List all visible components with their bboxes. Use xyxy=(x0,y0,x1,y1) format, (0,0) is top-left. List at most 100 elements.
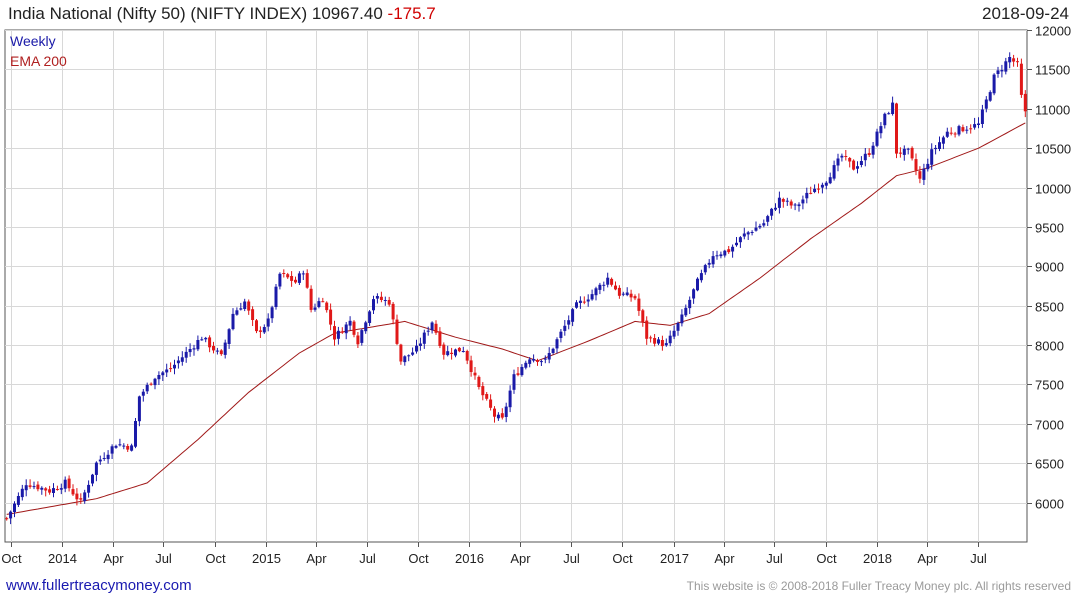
x-tick-label: Jul xyxy=(766,551,783,566)
candle-body xyxy=(94,462,98,475)
candle-body xyxy=(434,323,438,333)
candle-body xyxy=(653,338,657,344)
candle-body xyxy=(169,368,173,370)
candle-body xyxy=(102,458,106,459)
candle-body xyxy=(219,350,223,355)
candle-body xyxy=(871,145,875,155)
candle-body xyxy=(137,396,141,422)
candle-body xyxy=(988,92,992,101)
candle-body xyxy=(438,331,442,346)
candle-body xyxy=(820,184,824,188)
x-tick-label: Oct xyxy=(205,551,226,566)
candle-body xyxy=(106,454,110,460)
y-tick-label: 10000 xyxy=(1035,182,1071,197)
candle-body xyxy=(446,351,450,356)
y-tick-label: 8500 xyxy=(1035,300,1064,315)
candle-body xyxy=(957,126,961,135)
x-tick-label: Apr xyxy=(510,551,531,566)
candle-body xyxy=(348,320,352,326)
candle-body xyxy=(411,352,415,355)
candle-body xyxy=(20,488,24,498)
candle-body xyxy=(969,128,973,130)
y-tick-label: 11500 xyxy=(1035,63,1070,78)
candle-body xyxy=(516,373,520,375)
candle-body xyxy=(887,113,891,115)
candle-body xyxy=(297,273,301,283)
candle-body xyxy=(134,421,137,447)
candle-body xyxy=(208,337,212,348)
candle-body xyxy=(91,474,94,484)
candle-body xyxy=(48,489,52,493)
candle-body xyxy=(508,390,512,408)
x-tick-label: 2016 xyxy=(455,551,484,566)
candle-body xyxy=(809,192,813,194)
candle-body xyxy=(777,197,781,208)
candle-body xyxy=(680,314,684,324)
candle-body xyxy=(528,359,532,364)
site-url[interactable]: www.fullertreacymoney.com xyxy=(6,577,192,594)
candle-body xyxy=(801,199,805,204)
candle-body xyxy=(883,113,887,126)
candle-body xyxy=(879,126,883,134)
candle-body xyxy=(1012,58,1016,62)
y-tick-label: 12000 xyxy=(1035,24,1071,39)
candle-body xyxy=(294,279,297,283)
candle-body xyxy=(770,208,774,216)
plot-area xyxy=(4,29,1028,543)
candle-body xyxy=(126,446,130,450)
candle-body xyxy=(984,99,988,109)
y-tick-label: 10500 xyxy=(1035,142,1071,157)
candle-body xyxy=(559,331,563,338)
candle-body xyxy=(395,319,399,344)
candle-body xyxy=(387,300,391,305)
candle-body xyxy=(813,188,817,192)
candle-body xyxy=(672,330,676,337)
candle-body xyxy=(625,292,629,296)
candle-body xyxy=(766,216,770,222)
candle-body xyxy=(918,171,922,179)
candle-body xyxy=(703,265,707,273)
candle-body xyxy=(750,232,754,233)
candle-body xyxy=(785,200,789,202)
candle-body xyxy=(945,131,949,137)
candle-body xyxy=(212,346,215,351)
candle-body xyxy=(898,152,902,154)
candle-body xyxy=(375,296,379,299)
candle-body xyxy=(852,160,856,170)
ema-200-line xyxy=(6,122,1026,515)
candle-body xyxy=(567,320,571,325)
chart-date: 2018-09-24 xyxy=(982,4,1069,23)
candle-body xyxy=(735,242,738,246)
candle-body xyxy=(235,310,239,315)
candle-body xyxy=(391,303,395,320)
candle-body xyxy=(1019,63,1023,95)
candle-body xyxy=(664,343,668,346)
candle-body xyxy=(282,273,286,274)
x-tick-label: Oct xyxy=(612,551,633,566)
candle-body xyxy=(407,355,411,357)
candle-body xyxy=(418,343,422,346)
candle-body xyxy=(844,156,848,157)
candle-body xyxy=(200,339,204,341)
candle-body xyxy=(40,487,44,490)
candle-body xyxy=(290,276,294,281)
candle-body xyxy=(98,459,102,462)
candle-body xyxy=(59,488,63,490)
candle-body xyxy=(520,367,524,376)
x-tick-label: 2014 xyxy=(48,551,77,566)
candle-body xyxy=(774,207,777,210)
candle-body xyxy=(1023,93,1027,112)
candle-body xyxy=(692,289,696,299)
candle-body xyxy=(340,331,344,333)
y-tick-label: 6000 xyxy=(1035,497,1064,512)
candle-body xyxy=(699,273,703,281)
candle-body xyxy=(555,339,559,349)
candle-body xyxy=(153,378,157,386)
candle-body xyxy=(266,318,270,327)
candle-body xyxy=(157,375,161,380)
candle-body xyxy=(145,384,149,392)
candle-body xyxy=(415,345,418,352)
candle-body xyxy=(606,277,610,285)
chart-title: India National (Nifty 50) (NIFTY INDEX) … xyxy=(8,4,436,24)
